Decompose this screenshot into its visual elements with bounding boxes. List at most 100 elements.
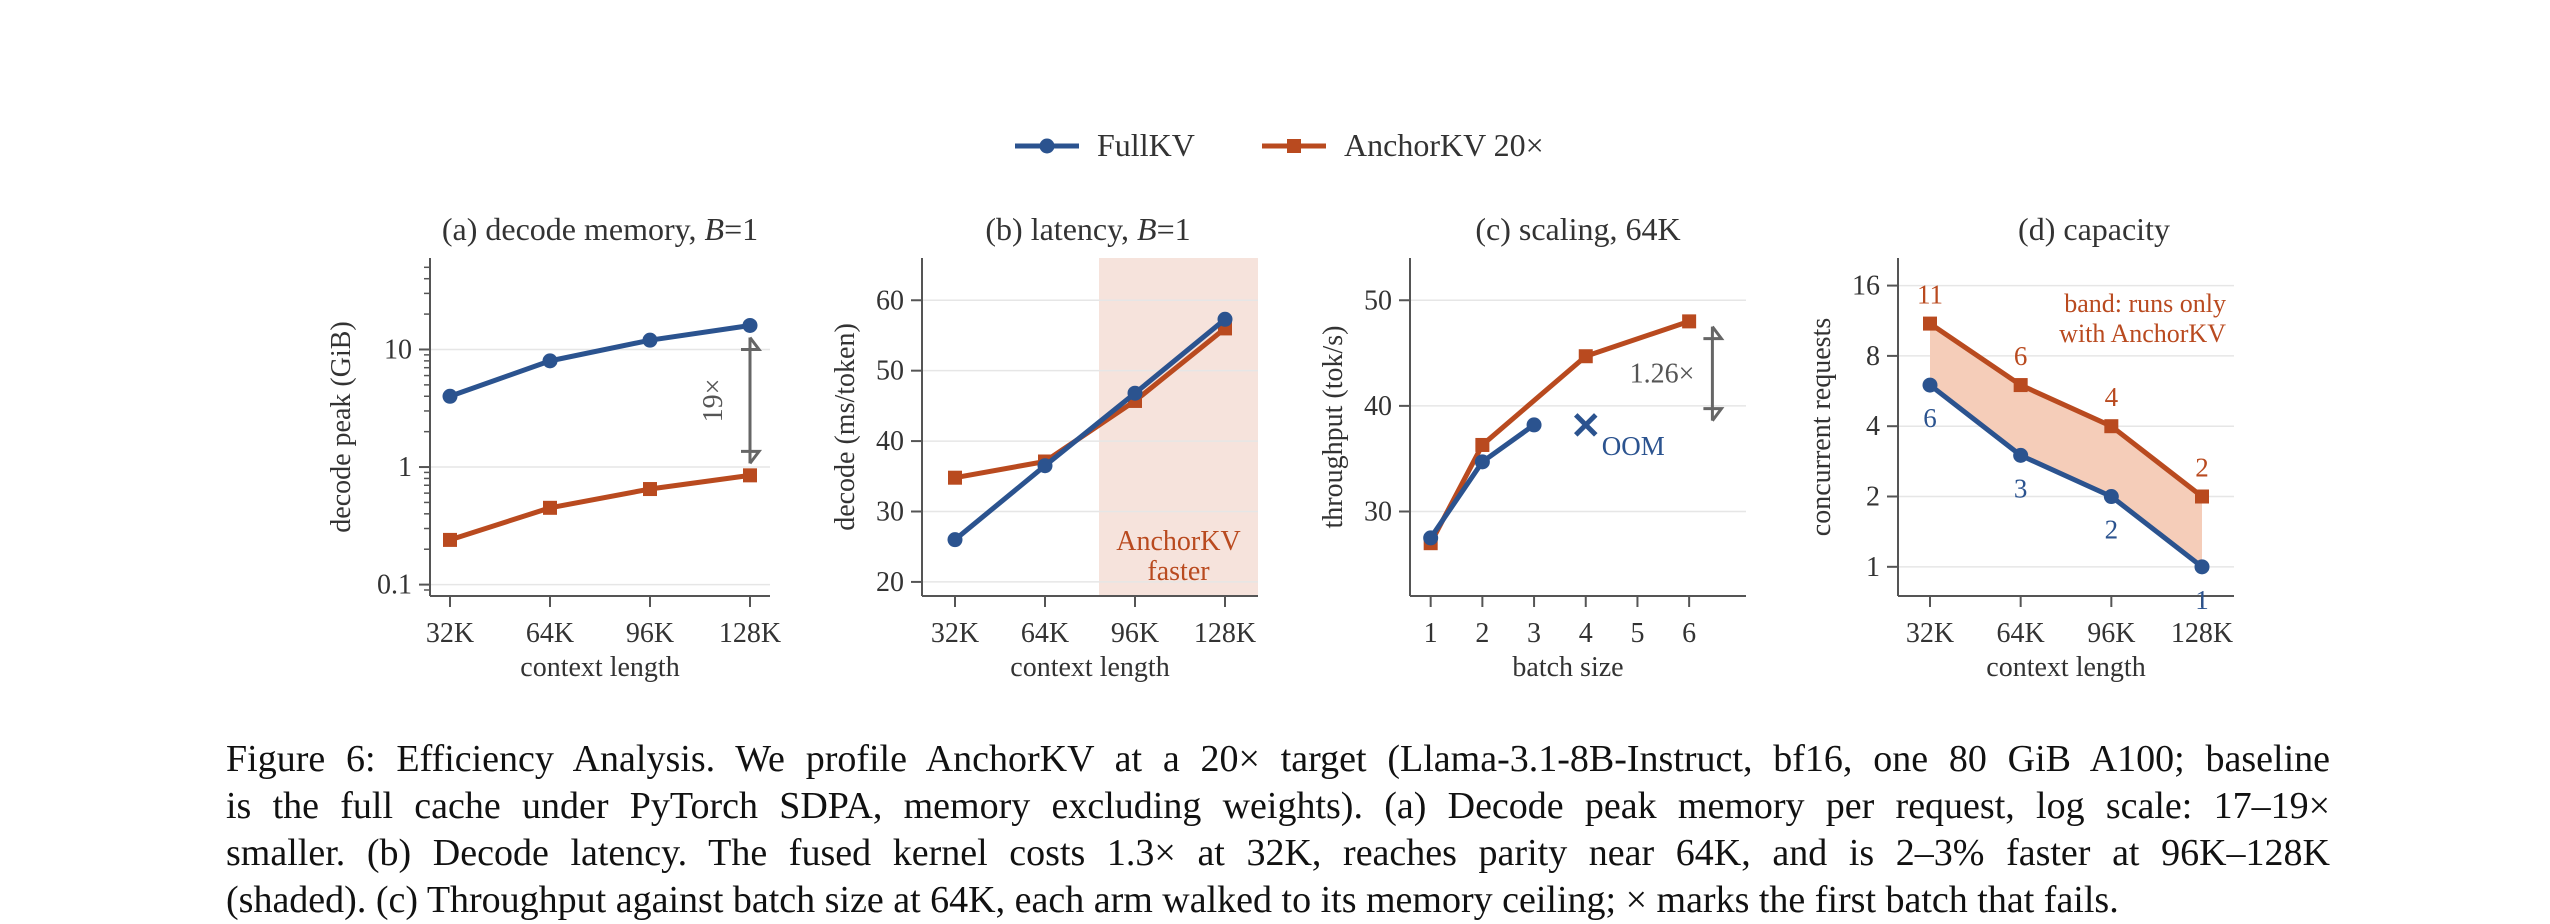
data-point <box>1423 530 1439 546</box>
legend-label-1: FullKV <box>1097 127 1195 163</box>
x-tick-label: 3 <box>1527 618 1541 649</box>
caption-line-2: is the full cache under PyTorch SDPA, me… <box>226 785 2330 827</box>
y-axis-label: concurrent requests <box>1806 318 1837 536</box>
value-label: 2 <box>2195 453 2209 483</box>
y-tick-label: 40 <box>876 426 904 457</box>
x-tick-label: 64K <box>526 618 574 649</box>
x-tick-label: 96K <box>626 618 674 649</box>
caption-line-1: Figure 6: Efficiency Analysis. We profil… <box>226 738 2330 780</box>
legend-label-2: AnchorKV 20× <box>1344 127 1544 163</box>
series-line <box>953 317 1227 542</box>
panel-title: (a) decode memory, B=1 <box>442 211 758 247</box>
x-tick-label: 4 <box>1579 618 1593 649</box>
data-point <box>1474 454 1490 470</box>
ratio-arrow-head-top <box>741 336 762 351</box>
legend-marker-1 <box>1039 138 1055 154</box>
series-line <box>1928 321 2204 499</box>
ratio-label: 19× <box>698 379 729 423</box>
y-tick-label: 4 <box>1866 411 1880 442</box>
y-tick-label: 16 <box>1852 271 1880 302</box>
data-point <box>1475 437 1490 452</box>
x-tick-label: 128K <box>2171 618 2233 649</box>
data-point <box>1922 377 1938 393</box>
y-axis-label: decode peak (GiB) <box>326 321 357 532</box>
oom-label: OOM <box>1602 431 1665 461</box>
y-axis-label: throughput (tok/s) <box>1318 326 1349 529</box>
shaded-label: faster <box>1147 556 1210 587</box>
band-label: band: runs only <box>2064 289 2226 318</box>
x-tick-label: 96K <box>1111 618 1159 649</box>
series-anchorkv <box>443 468 757 547</box>
value-label: 6 <box>2014 341 2028 371</box>
data-point <box>743 468 757 483</box>
legend-marker-2 <box>1287 139 1301 153</box>
ratio-arrow-head-bottom <box>1703 407 1725 422</box>
series-line <box>449 323 751 399</box>
figure-caption: Figure 6: Efficiency Analysis. We profil… <box>226 736 2330 924</box>
series-line <box>449 472 751 543</box>
value-label: 3 <box>2014 473 2028 503</box>
data-point <box>2103 489 2119 505</box>
data-point <box>1923 316 1937 331</box>
panel-title: (c) scaling, 64K <box>1475 211 1680 247</box>
y-tick-label: 1 <box>398 452 412 483</box>
x-axis-label: context length <box>1986 652 2145 683</box>
series-fullkv <box>947 311 1233 548</box>
ratio-label: 1.26× <box>1630 359 1695 390</box>
data-point <box>948 470 962 485</box>
series-fullkv <box>442 317 758 404</box>
x-tick-label: 128K <box>1194 618 1256 649</box>
y-axis-label: decode (ms/token) <box>830 323 861 531</box>
y-tick-label: 1 <box>1866 552 1880 583</box>
y-tick-label: 50 <box>1364 285 1392 316</box>
y-tick-label: 10 <box>384 334 412 365</box>
value-label: 1 <box>2195 585 2209 615</box>
caption-line-4: (shaded). (c) Throughput against batch s… <box>226 879 2119 921</box>
y-tick-label: 0.1 <box>377 570 412 601</box>
y-tick-label: 50 <box>876 356 904 387</box>
x-tick-label: 32K <box>426 618 474 649</box>
data-point <box>542 353 558 369</box>
ratio-arrow-head-bottom <box>741 449 762 465</box>
x-tick-label: 64K <box>1021 618 1069 649</box>
data-point <box>642 332 658 348</box>
data-point <box>1127 385 1143 401</box>
series-line <box>1428 319 1690 545</box>
data-point <box>442 388 458 404</box>
data-point <box>1037 458 1053 474</box>
x-tick-label: 5 <box>1630 618 1644 649</box>
data-point <box>2013 447 2029 463</box>
series-fullkv <box>1922 377 2210 575</box>
band-label: with AnchorKV <box>2059 319 2226 348</box>
x-axis-label: context length <box>520 652 679 683</box>
panel-title: (d) capacity <box>2018 211 2170 247</box>
panel-b: 20 30 40 50 60 32K 64K 96K 128K context length dec… <box>830 211 1258 683</box>
data-point <box>1526 417 1542 433</box>
panel-c: 30 40 50 1 2 3 4 5 6 batch size throughput (tok/s)… <box>1318 211 1746 683</box>
caption-line-3: smaller. (b) Decode latency. The fused k… <box>226 832 2330 874</box>
panel-title: (b) latency, B=1 <box>985 211 1190 247</box>
x-tick-label: 32K <box>931 618 979 649</box>
data-point <box>643 482 657 497</box>
data-point <box>1682 314 1697 329</box>
panel-a: 0.1 1 10 32K 64K 96K 128K context length decode … <box>326 211 781 683</box>
y-tick-label: 2 <box>1866 482 1880 513</box>
x-tick-label: 128K <box>719 618 781 649</box>
data-point <box>443 532 457 547</box>
value-label: 6 <box>1923 403 1937 433</box>
y-tick-label: 40 <box>1364 391 1392 422</box>
x-axis-label: batch size <box>1512 652 1623 683</box>
x-tick-label: 2 <box>1475 618 1489 649</box>
value-label: 2 <box>2105 515 2119 545</box>
data-point <box>2013 378 2028 393</box>
series-line <box>1928 383 2204 569</box>
x-tick-label: 96K <box>2087 618 2135 649</box>
series-fullkv <box>1423 417 1542 546</box>
data-point <box>1578 349 1593 364</box>
shaded-label: AnchorKV <box>1116 526 1240 557</box>
y-tick-label: 60 <box>876 285 904 316</box>
data-point <box>2194 559 2210 575</box>
data-point <box>742 317 758 333</box>
data-point <box>1217 311 1233 327</box>
